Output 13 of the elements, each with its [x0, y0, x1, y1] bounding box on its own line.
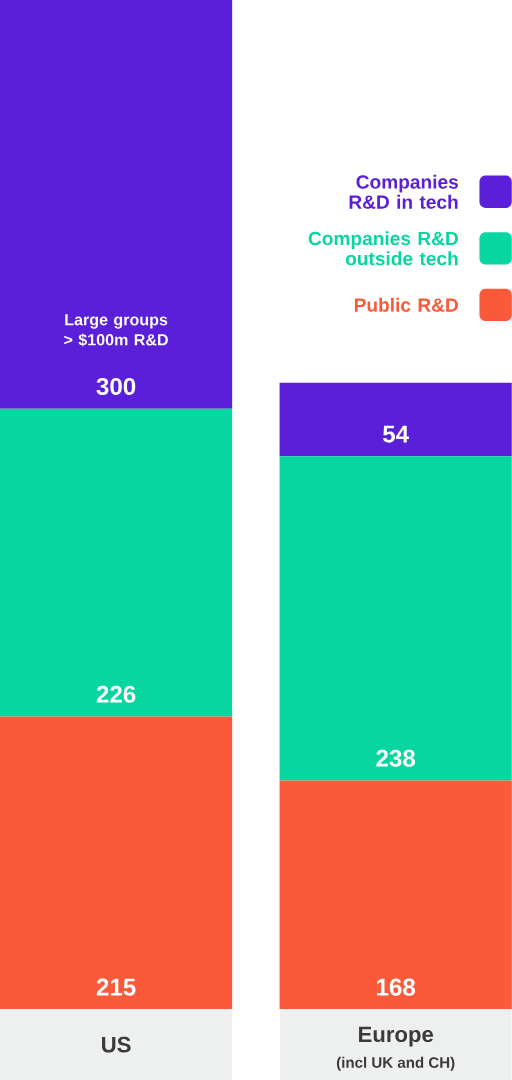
legend-label: Public R&D: [355, 297, 459, 312]
data-label: 238: [376, 749, 416, 767]
text: (incl UK and CH): [337, 1056, 455, 1071]
x-tick-label: Europe: [359, 1026, 434, 1047]
annotation: Large groups > $100m R&D: [64, 314, 169, 347]
data-label: 168: [377, 978, 416, 996]
x-tick-label: US: [102, 1036, 131, 1053]
data-label: 215: [96, 978, 136, 996]
legend-label: Companies R&D outside tech: [308, 231, 459, 266]
legend-label: Companies R&D in tech: [349, 174, 459, 209]
data-label: 300: [96, 377, 136, 395]
data-label: 226: [96, 685, 136, 703]
data-label: 54: [383, 425, 410, 443]
